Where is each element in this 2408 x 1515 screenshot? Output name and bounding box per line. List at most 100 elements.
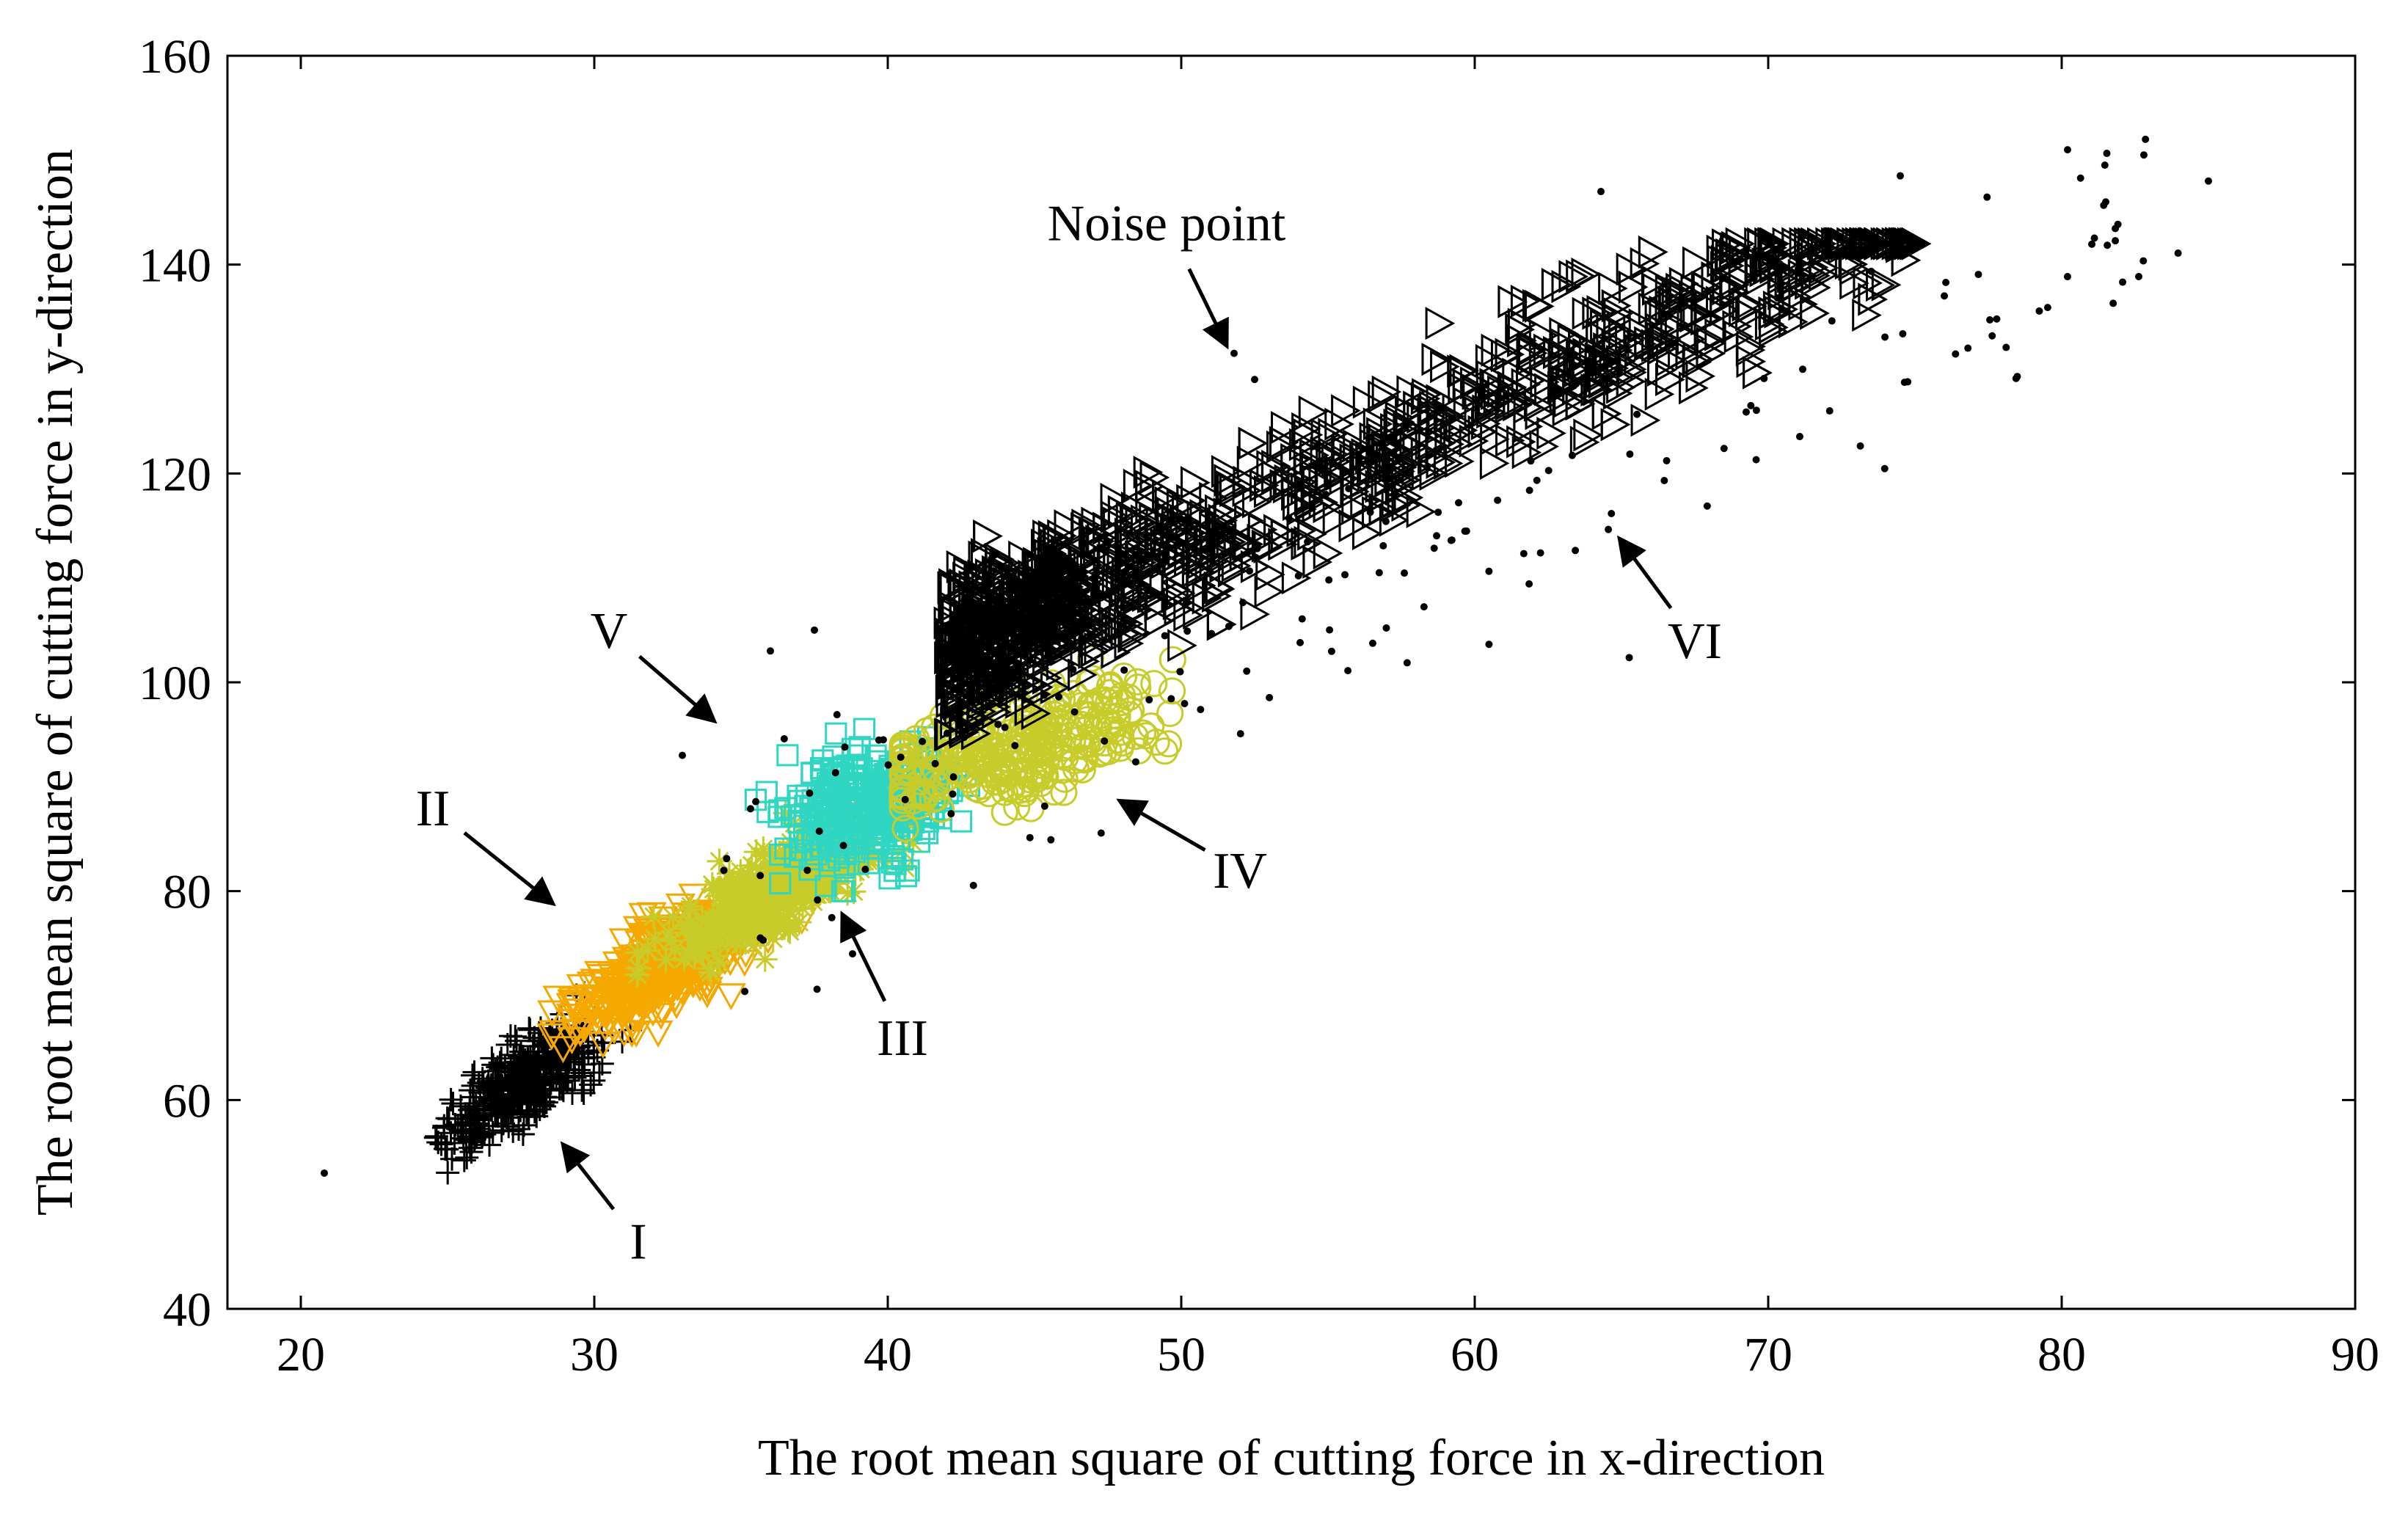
- data-point: [1047, 836, 1055, 844]
- data-point: [660, 905, 686, 930]
- data-point: [671, 946, 697, 972]
- data-point: [1562, 372, 1592, 406]
- data-point: [1043, 525, 1074, 558]
- data-point: [1021, 567, 1052, 602]
- data-point: [518, 1018, 542, 1042]
- data-point: [1115, 701, 1143, 729]
- data-point: [849, 950, 856, 958]
- data-point: [743, 924, 768, 950]
- data-point: [1181, 601, 1189, 609]
- data-point: [774, 837, 797, 860]
- data-point: [716, 861, 742, 886]
- data-point: [1026, 645, 1057, 679]
- data-point: [740, 932, 766, 958]
- data-point: [758, 910, 784, 936]
- data-point: [953, 715, 961, 723]
- data-point: [756, 891, 781, 917]
- data-point: [1712, 268, 1742, 302]
- data-point: [622, 916, 653, 943]
- data-point: [1034, 539, 1064, 572]
- data-point: [2002, 343, 2010, 351]
- data-point: [1839, 252, 1869, 286]
- data-point: [1430, 350, 1460, 384]
- data-point: [814, 797, 837, 819]
- data-point: [1047, 576, 1077, 610]
- data-point: [1798, 233, 1806, 241]
- data-point: [895, 756, 923, 784]
- data-point: [1385, 454, 1415, 489]
- data-point: [1525, 396, 1555, 431]
- data-point: [1293, 418, 1324, 452]
- data-point: [1159, 646, 1186, 673]
- data-point: [1365, 434, 1395, 469]
- data-point: [506, 1117, 530, 1141]
- data-point: [1736, 329, 1767, 363]
- data-point: [1808, 258, 1839, 292]
- data-point: [1236, 730, 1244, 738]
- data-point: [1729, 236, 1759, 271]
- data-point: [1070, 746, 1098, 774]
- data-point: [770, 839, 796, 864]
- data-point: [1781, 227, 1812, 260]
- data-point: [1352, 385, 1383, 419]
- data-point: [678, 883, 709, 911]
- data-point: [994, 667, 1025, 701]
- data-point: [719, 869, 745, 894]
- data-point: [1551, 270, 1582, 304]
- data-point: [605, 989, 636, 1017]
- data-point: [1904, 378, 1912, 386]
- data-point: [1586, 295, 1617, 329]
- data-point: [1161, 632, 1169, 640]
- data-point: [473, 1122, 497, 1147]
- data-point: [795, 784, 818, 807]
- data-point: [1625, 654, 1633, 662]
- data-point: [1485, 567, 1493, 575]
- data-point: [1341, 492, 1371, 525]
- data-point: [2135, 272, 2143, 280]
- data-point: [1120, 615, 1150, 649]
- data-point: [1075, 575, 1106, 610]
- data-point: [1304, 538, 1312, 546]
- data-point: [1382, 449, 1412, 483]
- data-point: [1693, 322, 1724, 356]
- data-point: [1161, 580, 1192, 613]
- data-point: [555, 993, 586, 1021]
- data-point: [1144, 516, 1175, 550]
- data-point: [813, 985, 821, 993]
- data-point: [1313, 489, 1343, 524]
- data-point: [891, 814, 919, 842]
- data-point: [1042, 522, 1073, 556]
- data-point: [992, 566, 1023, 600]
- data-point: [641, 904, 667, 930]
- data-point: [2174, 249, 2182, 258]
- data-point: [990, 610, 1020, 644]
- data-point: [633, 982, 664, 1010]
- data-point: [1572, 547, 1580, 555]
- data-point: [1544, 467, 1553, 475]
- data-point: [1236, 445, 1267, 479]
- data-point: [772, 857, 798, 883]
- data-point: [861, 865, 869, 873]
- data-point: [835, 880, 861, 906]
- data-point: [756, 872, 765, 880]
- data-point: [1853, 227, 1883, 260]
- annotation-label: II: [416, 781, 450, 837]
- data-point: [801, 789, 824, 811]
- data-point: [1743, 356, 1773, 390]
- data-point: [734, 899, 759, 925]
- data-point: [1391, 489, 1422, 522]
- data-point: [1040, 691, 1048, 699]
- data-point: [1513, 409, 1543, 443]
- x-tick-label: 90: [2331, 1328, 2379, 1381]
- data-point: [1270, 518, 1301, 552]
- data-point: [965, 740, 993, 768]
- data-point: [1511, 368, 1542, 401]
- x-axis-label: The root mean square of cutting force in…: [758, 1430, 1825, 1486]
- data-point: [1096, 671, 1124, 699]
- data-point: [676, 910, 702, 935]
- data-point: [1599, 351, 1630, 385]
- data-point: [1379, 503, 1409, 537]
- data-point: [1009, 770, 1037, 798]
- data-point: [511, 1113, 536, 1137]
